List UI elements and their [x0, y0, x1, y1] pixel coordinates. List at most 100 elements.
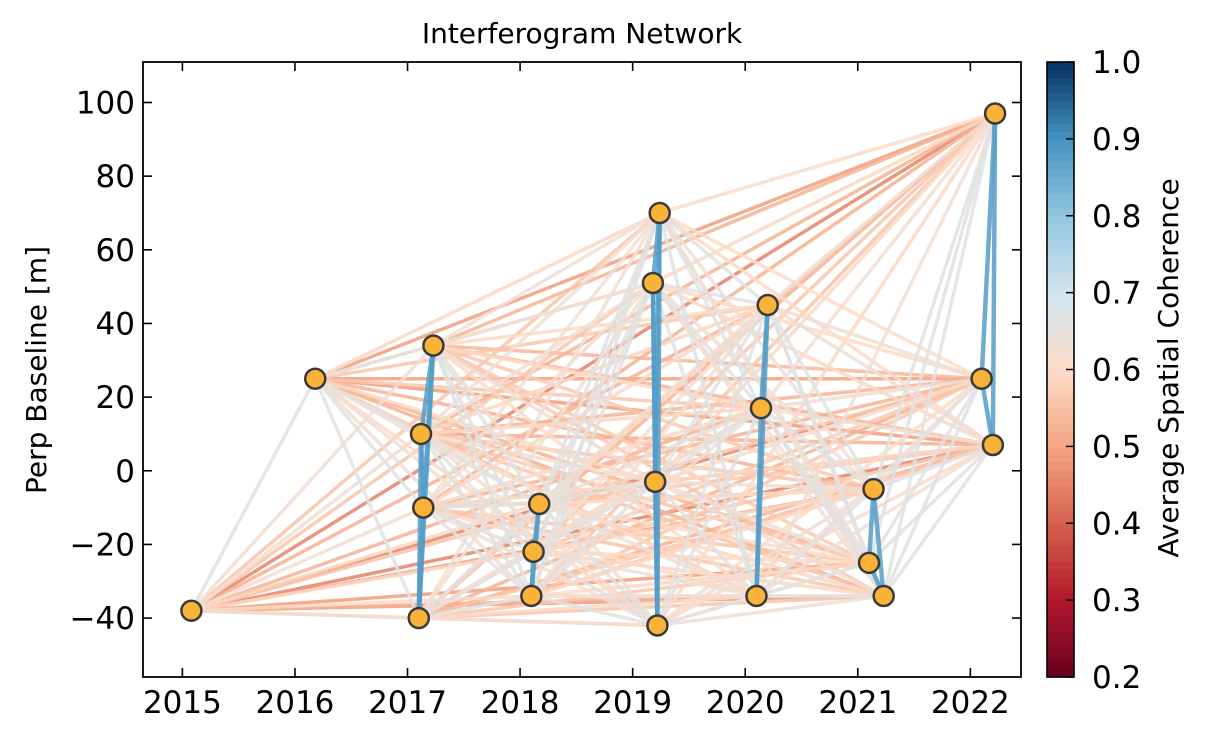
x-tick-label: 2015 [143, 685, 222, 721]
interferogram-pair [867, 376, 984, 565]
colorbar-segment [1047, 377, 1074, 386]
colorbar-segment [1047, 231, 1074, 240]
colorbar-segment [1047, 246, 1074, 255]
colorbar-tick-label: 0.8 [1092, 199, 1141, 235]
colorbar-tick-label: 0.6 [1092, 353, 1141, 389]
colorbar-segment [1047, 384, 1074, 394]
acquisition-marker [983, 102, 1007, 125]
x-tick-label: 2018 [481, 685, 560, 721]
interferogram-pair [537, 480, 657, 506]
colorbar-segment [1047, 431, 1074, 440]
acquisition-marker [872, 584, 895, 608]
acquisition-marker [407, 606, 431, 630]
interferogram-pair [313, 303, 770, 381]
colorbar-segment [1047, 69, 1074, 78]
interferogram-pair [419, 432, 657, 484]
colorbar-segment [1047, 653, 1074, 663]
colorbar-segment [1047, 454, 1074, 463]
colorbar-segment [1047, 138, 1074, 148]
y-tick-label: −20 [70, 527, 135, 563]
y-tick-label: 60 [96, 233, 135, 269]
colorbar-segment [1047, 85, 1074, 94]
interferogram-pair [657, 111, 997, 215]
interferogram-pair [759, 376, 984, 410]
colorbar-segment [1047, 338, 1074, 348]
acquisition-marker [970, 367, 993, 390]
acquisition-marker [981, 433, 1005, 457]
colorbar-segment [1047, 200, 1074, 209]
colorbar-segment [1047, 415, 1074, 424]
colorbar-segment [1047, 108, 1074, 117]
colorbar-segment [1047, 638, 1074, 647]
y-tick-label: 40 [96, 306, 135, 342]
colorbar-segment [1047, 254, 1074, 263]
colorbar-segment [1047, 446, 1074, 455]
colorbar-segment [1047, 62, 1074, 71]
colorbar-tick-label: 0.4 [1092, 506, 1141, 542]
acquisition-marker [646, 614, 669, 637]
colorbar-segment [1047, 623, 1074, 632]
colorbar-segment [1047, 369, 1074, 378]
interferogram-pair [990, 111, 998, 448]
colorbar-segment [1047, 661, 1074, 670]
interferogram-pair [421, 505, 759, 598]
colorbar-segment [1047, 169, 1074, 178]
interferogram-pair [754, 111, 997, 598]
colorbar-segment [1047, 669, 1074, 678]
colorbar-segment [1047, 646, 1074, 655]
interferogram-pair [537, 502, 660, 628]
interferogram-pair [431, 111, 997, 348]
colorbar-segment [1047, 392, 1074, 401]
colorbar-segment [1047, 300, 1074, 309]
interferogram-pair [871, 443, 995, 491]
colorbar-title: Average Spatial Coherence [1152, 178, 1185, 557]
interferogram-pair [431, 343, 536, 554]
colorbar-tick-label: 1.0 [1092, 45, 1141, 81]
colorbar-tick-label: 0.2 [1092, 660, 1141, 696]
acquisition-marker [643, 470, 667, 494]
acquisition-marker [648, 201, 671, 225]
interferogram-pair [189, 111, 997, 613]
interferogram-pair [529, 211, 662, 598]
interferogram-pair [657, 211, 770, 307]
x-tick-label: 2021 [818, 685, 897, 721]
colorbar-segment [1047, 461, 1074, 471]
interferogram-pair [431, 211, 662, 348]
colorbar-segment [1047, 331, 1074, 340]
colorbar-segment [1047, 569, 1074, 578]
colorbar-segment [1047, 554, 1074, 563]
interferogram-pair [529, 480, 657, 598]
colorbar-segment [1047, 269, 1074, 278]
colorbar-segment [1047, 484, 1074, 494]
interferogram-pair [537, 502, 759, 598]
interferogram-pairs [189, 111, 998, 628]
interferogram-pair [653, 480, 886, 598]
colorbar-segment [1047, 400, 1074, 409]
acquisition-marker [857, 551, 881, 575]
interferogram-pair [653, 303, 770, 484]
interferogram-pair [189, 594, 534, 613]
interferogram-pair [537, 211, 662, 506]
colorbar-segment [1047, 277, 1074, 286]
colorbar-segment [1047, 607, 1074, 617]
interferogram-pair [313, 211, 662, 381]
interferogram-pair [537, 281, 655, 506]
interferogram-pair [431, 343, 541, 506]
y-axis-title: Perp Baseline [m] [20, 246, 53, 494]
interferogram-pair [655, 376, 984, 628]
interferogram-pair [189, 343, 436, 613]
plot-axes: 2015 2016 2017 2018 2019 2020 2021 2022 −40 −20 0 2… [70, 61, 1022, 721]
colorbar-segment [1047, 515, 1074, 524]
interferogram-pair [765, 303, 876, 491]
colorbar-segment [1047, 507, 1074, 517]
colorbar-segment [1047, 561, 1074, 570]
colorbar-segment [1047, 469, 1074, 478]
interferogram-pair [655, 594, 759, 628]
y-tick-label: 20 [96, 380, 135, 416]
acquisition-marker [522, 540, 545, 564]
interferogram-pair [881, 443, 995, 598]
chart-title: Interferogram Network [422, 17, 743, 50]
interferogram-pair [754, 487, 876, 598]
y-tick-label: 0 [115, 454, 135, 490]
